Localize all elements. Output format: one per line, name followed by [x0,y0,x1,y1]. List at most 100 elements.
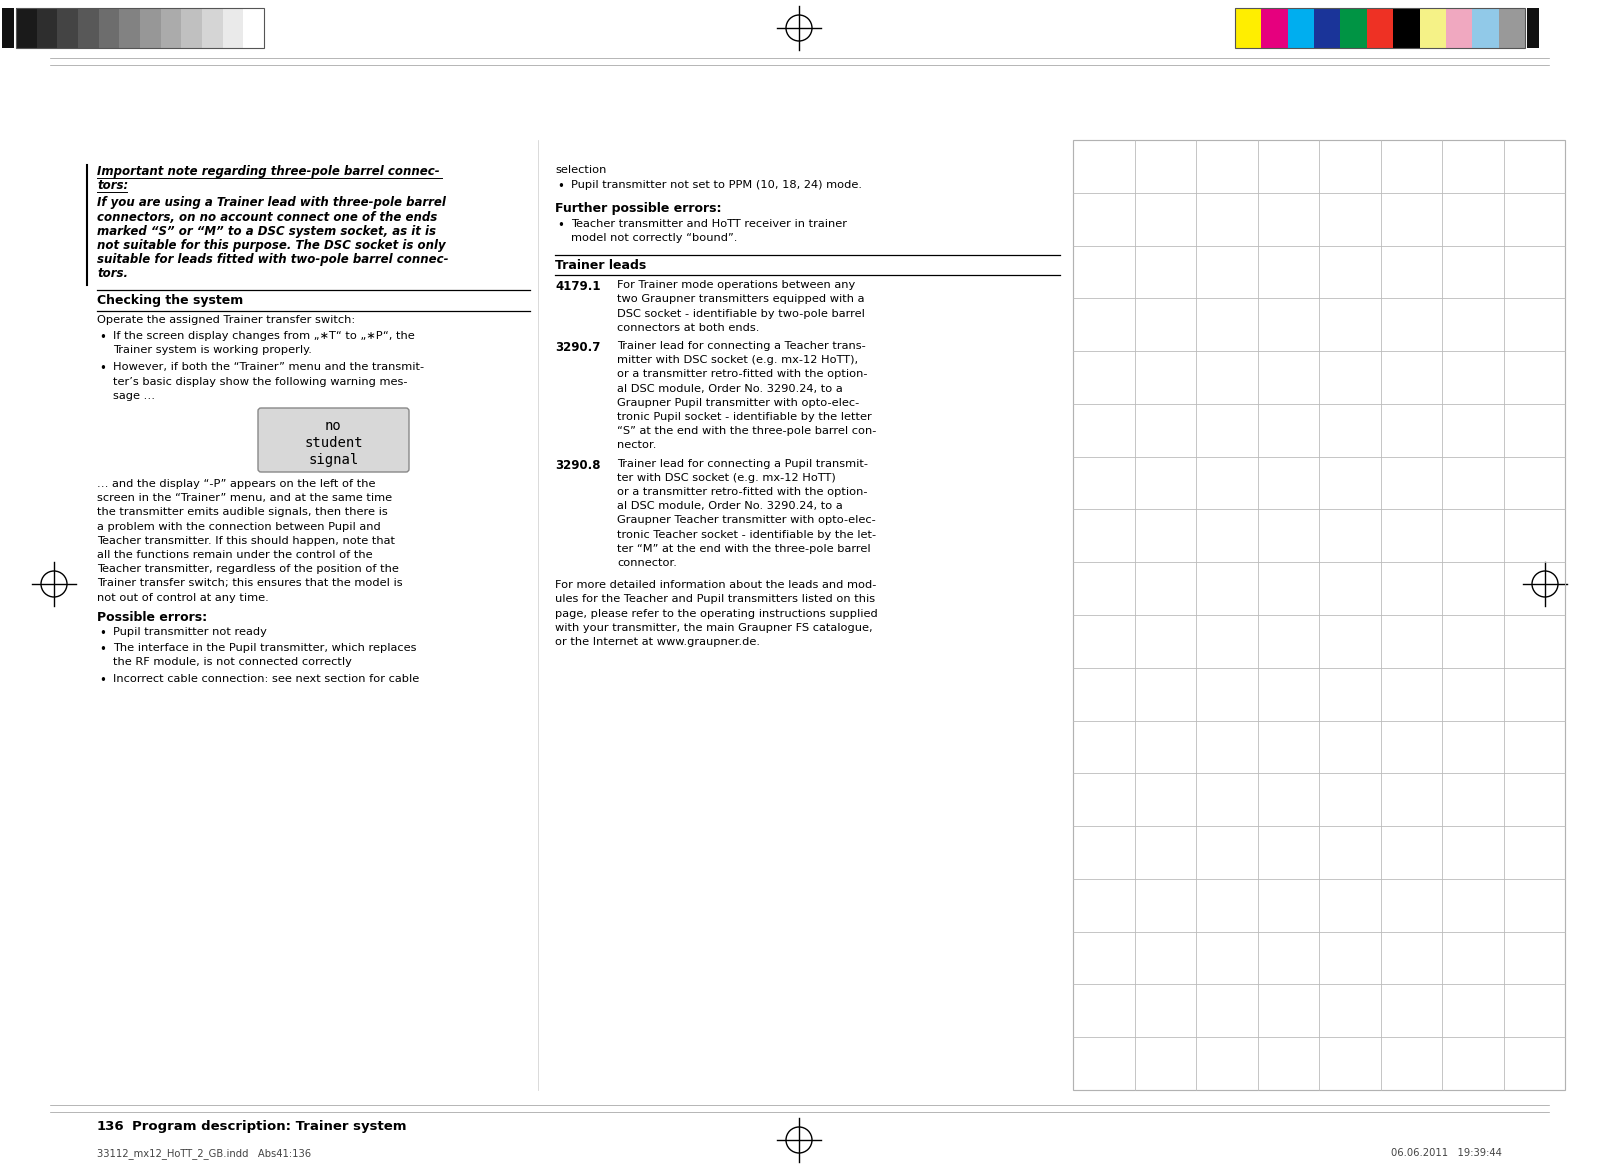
Bar [1287,8,1314,48]
Bar [201,8,222,48]
FancyBboxPatch shape [257,408,409,472]
Bar [16,8,264,48]
Bar [160,8,181,48]
Bar [141,8,160,48]
Bar [2,8,14,48]
Text: nector.: nector. [617,440,656,451]
Text: or the Internet at www.graupner.de.: or the Internet at www.graupner.de. [555,637,760,647]
Bar [222,8,243,48]
Text: page, please refer to the operating instructions supplied: page, please refer to the operating inst… [555,609,878,619]
Text: suitable for leads fitted with two-pole barrel connec-: suitable for leads fitted with two-pole … [98,253,448,266]
Text: marked “S” or “M” to a DSC system socket, as it is: marked “S” or “M” to a DSC system socket… [98,224,437,238]
Text: Teacher transmitter and HoTT receiver in trainer: Teacher transmitter and HoTT receiver in… [571,218,847,229]
Text: no: no [325,419,342,433]
Bar [1262,8,1287,48]
Bar [1234,8,1262,48]
Text: If you are using a Trainer lead with three-pole barrel: If you are using a Trainer lead with thr… [98,196,446,209]
Text: not out of control at any time.: not out of control at any time. [98,592,269,603]
Text: Trainer lead for connecting a Teacher trans-: Trainer lead for connecting a Teacher tr… [617,341,865,352]
Bar [181,8,201,48]
Text: Program description: Trainer system: Program description: Trainer system [133,1120,406,1133]
Bar [1234,8,1525,48]
Text: al DSC module, Order No. 3290.24, to a: al DSC module, Order No. 3290.24, to a [617,383,843,394]
Bar [120,8,141,48]
Bar [1498,8,1525,48]
Text: Operate the assigned Trainer transfer switch:: Operate the assigned Trainer transfer sw… [98,315,355,325]
Bar [1527,8,1538,48]
Text: Pupil transmitter not set to PPM (10, 18, 24) mode.: Pupil transmitter not set to PPM (10, 18… [571,180,862,190]
Bar [1445,8,1473,48]
Text: Pupil transmitter not ready: Pupil transmitter not ready [114,627,267,637]
Text: Further possible errors:: Further possible errors: [555,202,721,215]
Text: model not correctly “bound”.: model not correctly “bound”. [571,232,737,243]
Text: Teacher transmitter, regardless of the position of the: Teacher transmitter, regardless of the p… [98,564,398,575]
Bar [1314,8,1340,48]
Text: 33112_mx12_HoTT_2_GB.indd   Abs41:136: 33112_mx12_HoTT_2_GB.indd Abs41:136 [98,1148,312,1159]
Bar [1473,8,1498,48]
Text: two Graupner transmitters equipped with a: two Graupner transmitters equipped with … [617,294,865,305]
Text: 4179.1: 4179.1 [555,280,601,293]
Text: or a transmitter retro-fitted with the option-: or a transmitter retro-fitted with the o… [617,487,868,498]
Bar [243,8,264,48]
Text: •: • [556,218,564,231]
Text: all the functions remain under the control of the: all the functions remain under the contr… [98,550,373,559]
Text: Checking the system: Checking the system [98,293,243,306]
Text: the RF module, is not connected correctly: the RF module, is not connected correctl… [114,658,352,667]
Bar [1340,8,1367,48]
Text: •: • [99,627,106,640]
Bar [37,8,58,48]
Text: 3290.7: 3290.7 [555,341,600,354]
Text: tronic Pupil socket - identifiable by the letter: tronic Pupil socket - identifiable by th… [617,412,871,422]
Text: “S” at the end with the three-pole barrel con-: “S” at the end with the three-pole barre… [617,426,876,436]
Text: Incorrect cable connection: see next section for cable: Incorrect cable connection: see next sec… [114,674,419,683]
Bar [1073,140,1565,1090]
Text: Teacher transmitter. If this should happen, note that: Teacher transmitter. If this should happ… [98,536,395,545]
Text: For Trainer mode operations between any: For Trainer mode operations between any [617,280,855,290]
Text: However, if both the “Trainer” menu and the transmit-: However, if both the “Trainer” menu and … [114,362,424,373]
Bar [58,8,78,48]
Text: Trainer leads: Trainer leads [555,259,646,272]
Text: tors.: tors. [98,267,128,280]
Text: The interface in the Pupil transmitter, which replaces: The interface in the Pupil transmitter, … [114,644,416,653]
Text: tronic Teacher socket - identifiable by the let-: tronic Teacher socket - identifiable by … [617,529,876,540]
Bar [99,8,120,48]
Text: or a transmitter retro-fitted with the option-: or a transmitter retro-fitted with the o… [617,369,868,380]
Text: For more detailed information about the leads and mod-: For more detailed information about the … [555,580,876,590]
Text: 06.06.2011   19:39:44: 06.06.2011 19:39:44 [1391,1148,1501,1157]
Text: 3290.8: 3290.8 [555,459,601,472]
Text: connector.: connector. [617,558,676,568]
Text: •: • [99,362,106,375]
Text: •: • [556,180,564,193]
Text: Graupner Teacher transmitter with opto-elec-: Graupner Teacher transmitter with opto-e… [617,515,876,526]
Text: 136: 136 [98,1120,125,1133]
Text: ules for the Teacher and Pupil transmitters listed on this: ules for the Teacher and Pupil transmitt… [555,595,875,604]
Text: Trainer transfer switch; this ensures that the model is: Trainer transfer switch; this ensures th… [98,578,403,589]
Text: Possible errors:: Possible errors: [98,611,208,624]
Bar [1420,8,1445,48]
Text: signal: signal [309,453,358,467]
Bar [16,8,37,48]
Text: al DSC module, Order No. 3290.24, to a: al DSC module, Order No. 3290.24, to a [617,501,843,512]
Text: Important note regarding three-pole barrel connec-: Important note regarding three-pole barr… [98,165,440,178]
Text: student: student [304,436,363,450]
Text: Trainer lead for connecting a Pupil transmit-: Trainer lead for connecting a Pupil tran… [617,459,868,468]
Text: connectors, on no account connect one of the ends: connectors, on no account connect one of… [98,210,437,223]
Text: DSC socket - identifiable by two-pole barrel: DSC socket - identifiable by two-pole ba… [617,308,865,319]
Text: selection: selection [555,165,606,175]
Bar [1367,8,1393,48]
Text: not suitable for this purpose. The DSC socket is only: not suitable for this purpose. The DSC s… [98,239,446,252]
Text: with your transmitter, the main Graupner FS catalogue,: with your transmitter, the main Graupner… [555,623,873,633]
Text: Trainer system is working properly.: Trainer system is working properly. [114,346,312,355]
Text: ter with DSC socket (e.g. mx-12 HoTT): ter with DSC socket (e.g. mx-12 HoTT) [617,473,836,482]
Bar [1393,8,1420,48]
Text: tors:: tors: [98,179,128,193]
Text: … and the display “-P” appears on the left of the: … and the display “-P” appears on the le… [98,479,376,489]
Text: the transmitter emits audible signals, then there is: the transmitter emits audible signals, t… [98,507,387,517]
Text: •: • [99,674,106,687]
Text: sage …: sage … [114,391,155,401]
Text: •: • [99,331,106,345]
Text: If the screen display changes from „∗T“ to „∗P“, the: If the screen display changes from „∗T“ … [114,331,414,341]
Text: mitter with DSC socket (e.g. mx-12 HoTT),: mitter with DSC socket (e.g. mx-12 HoTT)… [617,355,859,366]
Text: ter’s basic display show the following warning mes-: ter’s basic display show the following w… [114,376,408,387]
Text: screen in the “Trainer” menu, and at the same time: screen in the “Trainer” menu, and at the… [98,493,392,503]
